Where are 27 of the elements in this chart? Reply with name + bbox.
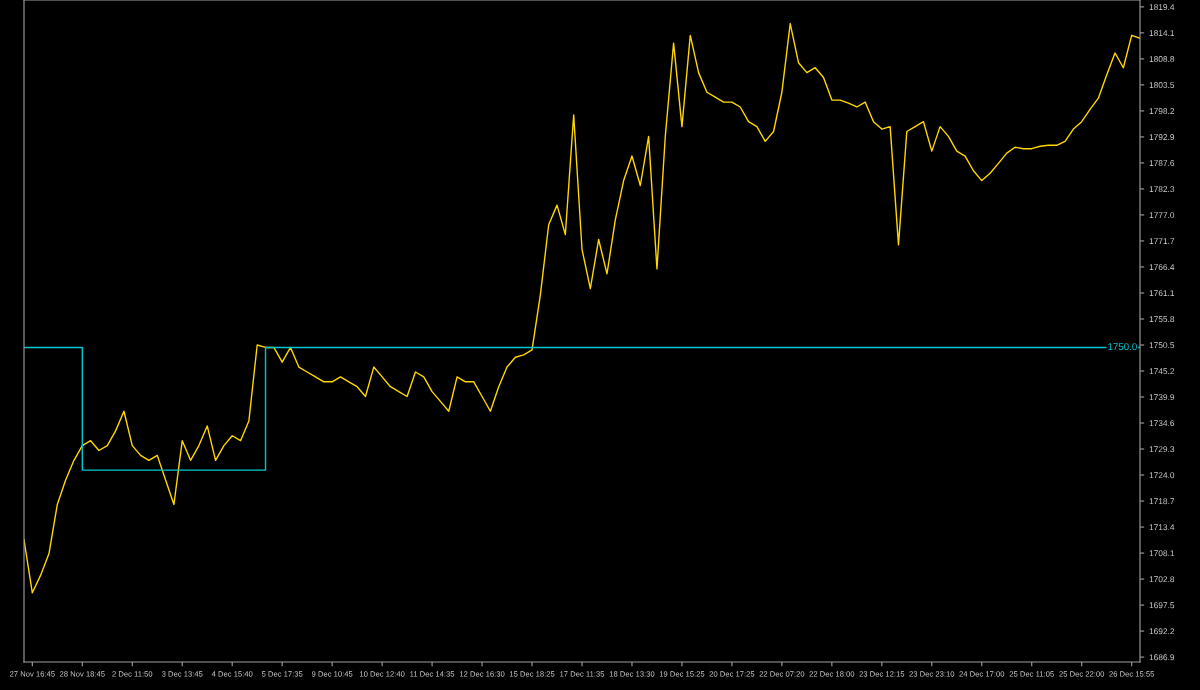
y-tick-label: 1686.9: [1149, 654, 1175, 661]
y-tick-label: 1782.3: [1149, 186, 1175, 193]
y-tick-label: 1755.8: [1149, 316, 1175, 323]
y-tick-label: 1792.9: [1149, 134, 1175, 141]
y-tick-label: 1750.5: [1149, 342, 1175, 349]
y-tick-label: 1739.9: [1149, 394, 1175, 401]
y-tick-label: 1808.8: [1149, 56, 1175, 62]
y-tick-label: 1702.8: [1149, 576, 1175, 583]
y-tick-label: 1819.4: [1149, 4, 1175, 10]
y-tick-label: 1718.7: [1149, 498, 1175, 505]
y-tick-label: 1708.1: [1149, 550, 1175, 557]
y-tick-label: 1713.4: [1149, 524, 1175, 531]
y-tick-label: 1745.2: [1149, 368, 1175, 375]
y-tick-label: 1777.0: [1149, 212, 1175, 219]
y-tick-label: 1798.2: [1149, 108, 1175, 115]
y-tick-label: 1814.1: [1149, 30, 1175, 36]
y-tick-label: 1803.5: [1149, 82, 1175, 88]
y-tick-label: 1761.1: [1149, 290, 1175, 297]
y-tick-label: 1724.0: [1149, 472, 1175, 479]
y-tick-label: 1734.6: [1149, 420, 1175, 427]
line-series: [24, 22, 1140, 594]
y-tick-label: 1787.6: [1149, 160, 1175, 167]
y-tick-label: 1771.7: [1149, 238, 1175, 244]
y-tick-label: 1697.5: [1149, 602, 1175, 609]
y-tick-label: 1729.3: [1149, 446, 1175, 453]
y-tick-label: 1766.4: [1149, 264, 1175, 271]
y-tick-label: 1692.2: [1149, 628, 1175, 635]
